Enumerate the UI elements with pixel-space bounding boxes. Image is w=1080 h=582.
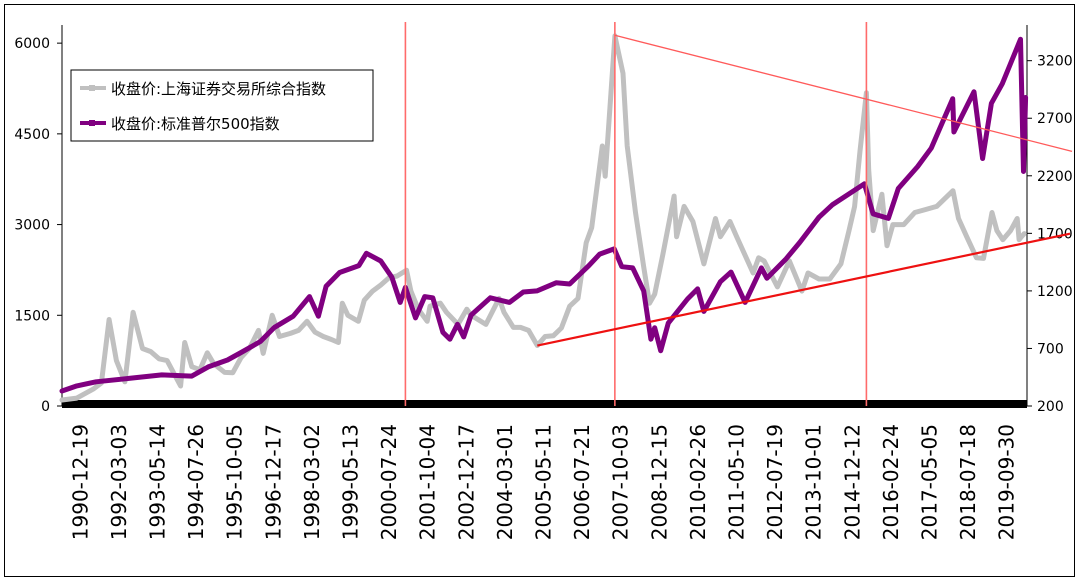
y-left-tick-label: 4500 — [14, 127, 50, 143]
chart-frame — [4, 4, 1075, 577]
y-right-tick-label: 3200 — [1037, 54, 1073, 70]
x-tick-label: 2002-12-17 — [454, 424, 478, 540]
x-axis: 1990-12-19 1992-03-03 1993-05-14 1994-07-26… — [68, 424, 1018, 540]
legend-label: 收盘价:上海证券交易所综合指数 — [111, 80, 326, 98]
y-left-tick-label: 3000 — [14, 218, 50, 234]
y-axis-left: 0 1500 3000 4500 6000 — [14, 36, 62, 415]
x-tick-label: 2018-07-18 — [956, 424, 980, 540]
x-tick-label: 1999-05-13 — [339, 424, 363, 540]
legend-label: 收盘价:标准普尔500指数 — [111, 115, 280, 133]
x-tick-label: 1993-05-14 — [146, 424, 170, 540]
y-left-tick-label: 6000 — [14, 36, 50, 52]
y-right-tick-label: 200 — [1037, 399, 1064, 415]
y-right-tick-label: 700 — [1037, 341, 1064, 357]
y-right-tick-label: 2200 — [1037, 169, 1073, 185]
legend-swatch-marker — [89, 120, 95, 126]
x-tick-label: 2013-10-01 — [802, 424, 826, 540]
x-tick-label: 2007-10-03 — [609, 424, 633, 540]
x-tick-label: 2012-07-19 — [763, 424, 787, 540]
y-left-tick-label: 0 — [41, 399, 50, 415]
series-line-sp500 — [59, 36, 1029, 394]
x-tick-label: 2017-05-05 — [918, 424, 942, 540]
x-tick-label: 2016-02-24 — [879, 424, 903, 540]
x-tick-label: 2011-05-10 — [725, 424, 749, 540]
y-right-tick-label: 2700 — [1037, 111, 1073, 127]
series-layer — [59, 33, 1029, 403]
x-tick-label: 1998-03-02 — [300, 424, 324, 540]
x-tick-label: 2006-07-21 — [570, 424, 594, 540]
legend-box — [70, 69, 374, 142]
x-tick-label: 2001-10-04 — [416, 424, 440, 540]
x-tick-label: 2019-09-30 — [995, 424, 1019, 540]
x-tick-label: 2000-07-24 — [377, 424, 401, 540]
x-tick-label: 2010-02-26 — [686, 424, 710, 540]
y-right-tick-label: 1200 — [1037, 284, 1073, 300]
annotation-layer — [404, 22, 1073, 406]
x-tick-label: 2005-05-11 — [532, 424, 556, 540]
y-left-tick-label: 1500 — [14, 308, 50, 324]
legend-swatch-marker — [89, 85, 95, 91]
x-tick-label: 1994-07-26 — [184, 424, 208, 540]
trend-line-down — [614, 34, 1073, 152]
x-tick-label: 2004-03-01 — [493, 424, 517, 540]
x-axis-bar — [62, 400, 1027, 408]
x-tick-label: 2014-12-12 — [840, 424, 864, 540]
trend-line-up — [537, 232, 1071, 347]
x-tick-label: 1990-12-19 — [68, 424, 92, 540]
series-line-shanghai-composite — [59, 33, 1027, 403]
plot-area — [61, 25, 1028, 408]
x-tick-label: 1995-10-05 — [223, 424, 247, 540]
x-tick-label: 1992-03-03 — [107, 424, 131, 540]
x-tick-label: 2008-12-15 — [647, 424, 671, 540]
x-tick-label: 1996-12-17 — [261, 424, 285, 540]
